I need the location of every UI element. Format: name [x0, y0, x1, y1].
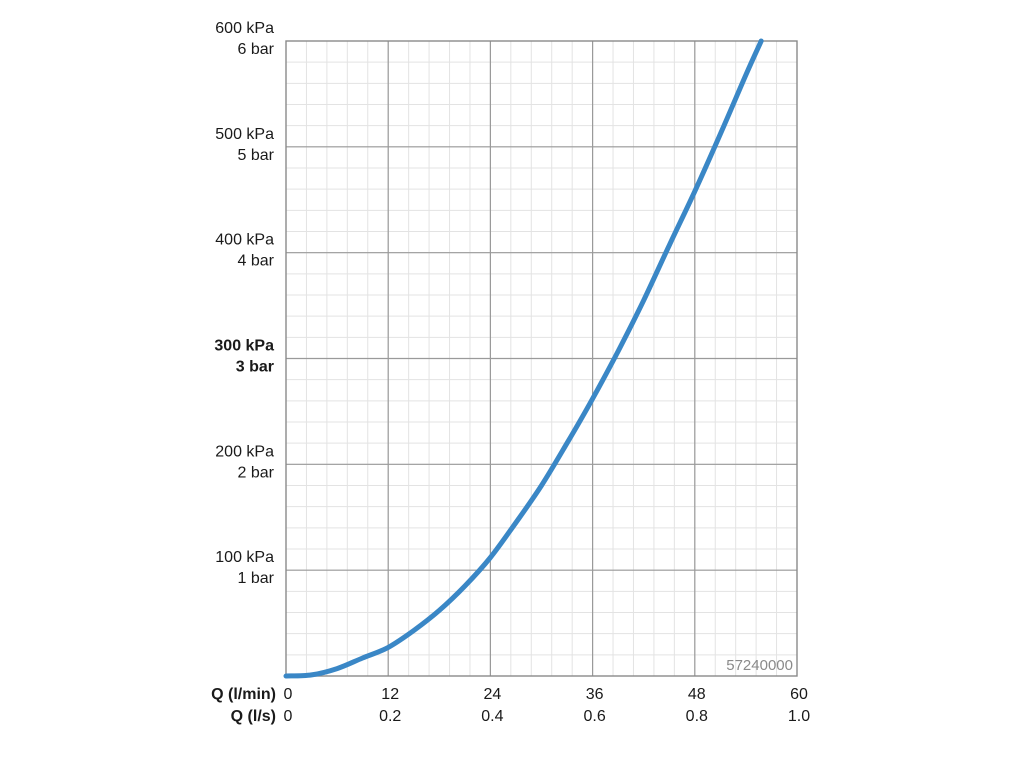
- y-tick-label-bar: 5 bar: [238, 147, 275, 164]
- x-tick-label: 0.2: [379, 708, 401, 725]
- x-tick-label: 48: [688, 686, 706, 703]
- y-axis-labels: 100 kPa 1 bar 200 kPa 2 bar 300 kPa 3 bar 400 …: [214, 20, 274, 587]
- y-tick-label-kpa: 500 kPa: [215, 126, 274, 143]
- x-tick-label: 24: [484, 686, 502, 703]
- y-tick-label-kpa: 200 kPa: [215, 443, 274, 460]
- x-tick-label: 1.0: [788, 708, 810, 725]
- x-tick-label: 60: [790, 686, 808, 703]
- chart-annotation: 57240000: [726, 657, 793, 674]
- x-tick-label: 0.4: [481, 708, 503, 725]
- y-tick-label-kpa: 300 kPa: [214, 338, 274, 355]
- y-tick-label-bar: 4 bar: [238, 253, 275, 270]
- y-tick-label-bar: 1 bar: [238, 570, 275, 587]
- chart-series-layer: [283, 38, 764, 679]
- x-axis-title: Q (l/s): [231, 708, 276, 725]
- y-tick-label-kpa: 400 kPa: [215, 232, 274, 249]
- plot-border: [285, 40, 798, 677]
- x-tick-label: 0.8: [686, 708, 708, 725]
- x-tick-label: 0.6: [583, 708, 605, 725]
- series-line: [283, 38, 764, 679]
- x-tick-label: 12: [381, 686, 399, 703]
- y-tick-label-kpa: 100 kPa: [215, 549, 274, 566]
- y-tick-label-bar: 3 bar: [236, 359, 274, 376]
- y-tick-label-bar: 2 bar: [238, 464, 275, 481]
- x-tick-label: 36: [586, 686, 604, 703]
- y-tick-label-bar: 6 bar: [238, 41, 275, 58]
- y-tick-label-kpa: 600 kPa: [215, 20, 274, 37]
- x-tick-label: 0: [284, 686, 293, 703]
- x-axis-title: Q (l/min): [211, 686, 276, 703]
- x-tick-label: 0: [284, 708, 293, 725]
- x-axis-labels: Q (l/min) 0 12 24 36 48 60 Q (l/s) 0 0.2 0.4 0.6 0.8…: [211, 686, 810, 725]
- chart-grid: [285, 40, 798, 677]
